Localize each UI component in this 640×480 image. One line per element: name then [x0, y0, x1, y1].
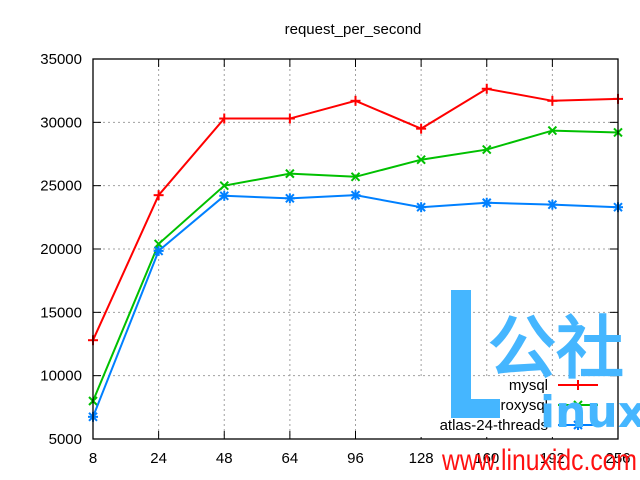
marker-star	[416, 202, 426, 212]
legend-label: atlas-24-threads	[440, 417, 548, 434]
plot-frame	[92, 58, 619, 440]
x-tick-label: 64	[282, 450, 299, 467]
x-tick-label: 8	[89, 450, 97, 467]
x-tick-label: 96	[347, 450, 364, 467]
watermark-url: www.linuxidc.com	[441, 444, 637, 477]
y-tick-label: 30000	[40, 114, 82, 131]
marker-cross	[219, 180, 229, 191]
y-tick-label: 5000	[49, 431, 82, 448]
marker-cross	[547, 125, 558, 136]
y-tick-label: 15000	[40, 304, 82, 321]
marker-cross	[350, 172, 361, 182]
series-proxysql	[88, 125, 623, 406]
marker-cross	[416, 154, 426, 165]
marker-star	[153, 246, 164, 256]
watermark-l-glyph	[451, 290, 500, 418]
marker-cross	[285, 168, 295, 179]
marker-star	[285, 193, 295, 204]
y-tick-label: 10000	[40, 368, 82, 385]
watermark-logo: 公社 inux www.linuxidc.com	[441, 290, 640, 477]
x-tick-label: 192	[540, 450, 565, 467]
x-axis-ticks: 8 24 48 64 96 128 160 192 256	[89, 59, 631, 467]
legend: mysql proxysql atlas-24-threads	[440, 377, 598, 434]
watermark-chinese: 公社	[488, 310, 624, 389]
x-tick-label: 128	[409, 450, 434, 467]
y-axis-ticks: 5000 10000 15000 20000 25000 30000 35000	[40, 51, 618, 448]
marker-star	[219, 191, 229, 201]
chart-title: request_per_second	[285, 21, 422, 38]
marker-star	[547, 199, 558, 210]
marker-star	[573, 420, 583, 430]
legend-label: proxysql	[492, 397, 548, 414]
marker-star	[482, 198, 492, 208]
x-tick-label: 160	[474, 450, 499, 467]
y-tick-label: 20000	[40, 241, 82, 258]
marker-cross	[153, 239, 164, 249]
marker-star	[350, 190, 361, 200]
x-tick-label: 48	[216, 450, 233, 467]
y-tick-label: 25000	[40, 178, 82, 195]
grid-lines	[93, 59, 618, 439]
x-tick-label: 256	[605, 450, 630, 467]
marker-cross	[573, 400, 583, 410]
x-tick-label: 24	[150, 450, 167, 467]
watermark-inux: inux	[540, 387, 640, 438]
y-tick-label: 35000	[40, 51, 82, 68]
marker-cross	[482, 144, 492, 155]
legend-label: mysql	[509, 377, 548, 394]
